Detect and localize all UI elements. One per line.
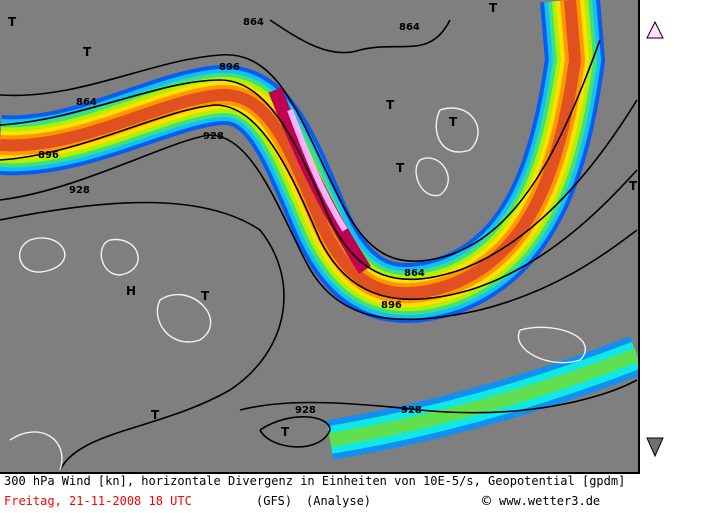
low-pressure-label: T <box>83 45 92 59</box>
jet-core <box>287 108 348 232</box>
wind-speed-legend: 1901851801751701651601551501451401351301… <box>640 0 704 472</box>
map-svg: 864 864 896 864 896 928 928 864 896 928 928 T T T T T T T… <box>0 0 645 471</box>
legend-top-arrow <box>646 20 664 39</box>
contour-line <box>0 201 285 471</box>
low-pressure-label: T <box>386 98 395 112</box>
website-link[interactable]: www.wetter3.de <box>499 494 601 508</box>
legend-arrows <box>646 20 664 458</box>
jet-band <box>328 348 640 447</box>
contour-label: 928 <box>203 131 224 142</box>
low-pressure-label: T <box>151 408 160 422</box>
contour-label: 896 <box>38 150 59 161</box>
chart-title: 300 hPa Wind [kn], horizontale Divergenz… <box>4 474 626 488</box>
low-pressure-label: T <box>449 115 458 129</box>
contour-line <box>9 431 63 471</box>
jet-core <box>268 87 371 274</box>
analysis-label: (Analyse) <box>306 494 372 508</box>
contour-label: 896 <box>381 300 402 311</box>
contour-line <box>239 379 638 414</box>
contour-label: 864 <box>243 17 264 28</box>
contour-line <box>0 134 638 321</box>
contour-line <box>435 107 479 153</box>
contour-label: 864 <box>76 97 97 108</box>
low-pressure-label: T <box>489 1 498 15</box>
low-pressure-label: T <box>281 425 290 439</box>
contour-label: 864 <box>399 22 420 33</box>
jet-stream-bands <box>0 0 645 460</box>
contour-line <box>517 326 587 364</box>
jet-band <box>0 0 582 300</box>
contour-line <box>0 79 638 281</box>
low-pressure-label: T <box>8 15 17 29</box>
contour-line <box>100 238 139 276</box>
contour-label: 928 <box>401 405 422 416</box>
contour-line <box>415 157 449 197</box>
model-label: (GFS) <box>256 494 293 508</box>
wind-map: 864 864 896 864 896 928 928 864 896 928 928 T T T T T T T… <box>0 0 645 474</box>
copyright-icon: © <box>482 492 492 510</box>
contour-line <box>269 19 451 54</box>
contour-label: 928 <box>69 185 90 196</box>
contour-label: 864 <box>404 268 425 279</box>
divergence-contours <box>9 107 587 471</box>
contour-label: 928 <box>295 405 316 416</box>
footer: 300 hPa Wind [kn], horizontale Divergenz… <box>0 472 704 513</box>
contour-line <box>156 293 212 343</box>
contour-line <box>259 416 331 448</box>
low-pressure-label: T <box>629 179 638 193</box>
low-pressure-label: T <box>201 289 210 303</box>
map-labels: 864 864 896 864 896 928 928 864 896 928 928 T T T T T T T… <box>8 1 638 439</box>
contour-line <box>0 39 601 262</box>
high-pressure-label: H <box>126 284 136 298</box>
geopotential-contours <box>0 19 638 471</box>
date-label: Freitag, 21-11-2008 18 UTC <box>4 494 192 508</box>
low-pressure-label: T <box>396 161 405 175</box>
legend-bottom-arrow <box>646 437 664 458</box>
contour-line <box>0 104 638 301</box>
contour-line <box>19 237 66 273</box>
contour-label: 896 <box>219 62 240 73</box>
